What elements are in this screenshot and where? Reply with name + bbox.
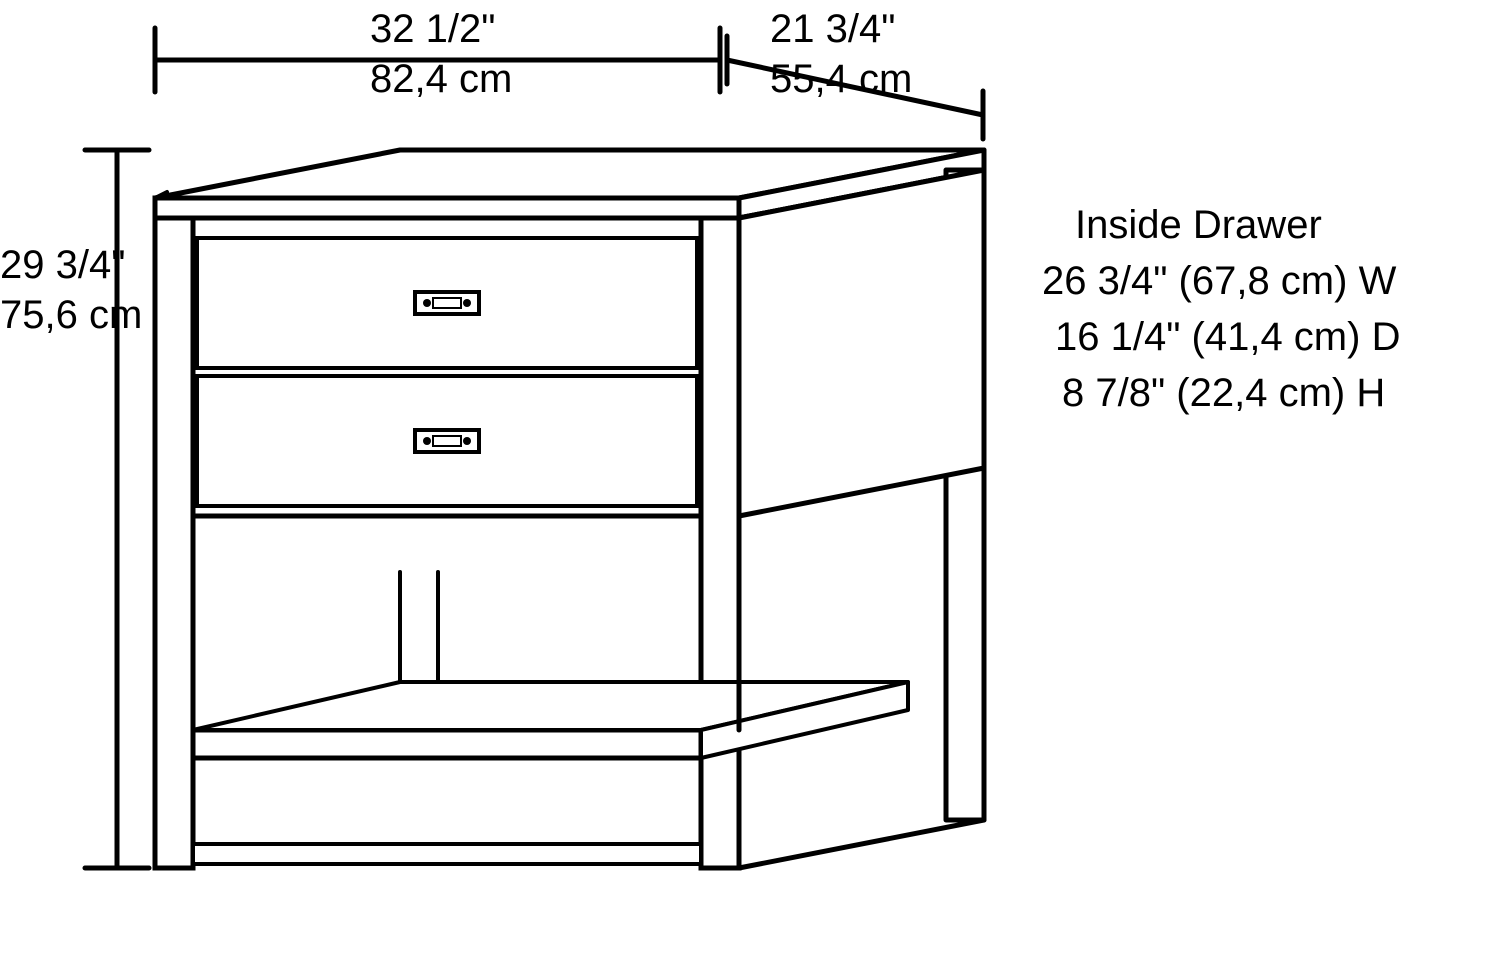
diagram-stage: 32 1/2" 82,4 cm 21 3/4" 55,4 cm 29 3/4" … <box>0 0 1500 961</box>
line-drawing <box>0 0 1500 961</box>
